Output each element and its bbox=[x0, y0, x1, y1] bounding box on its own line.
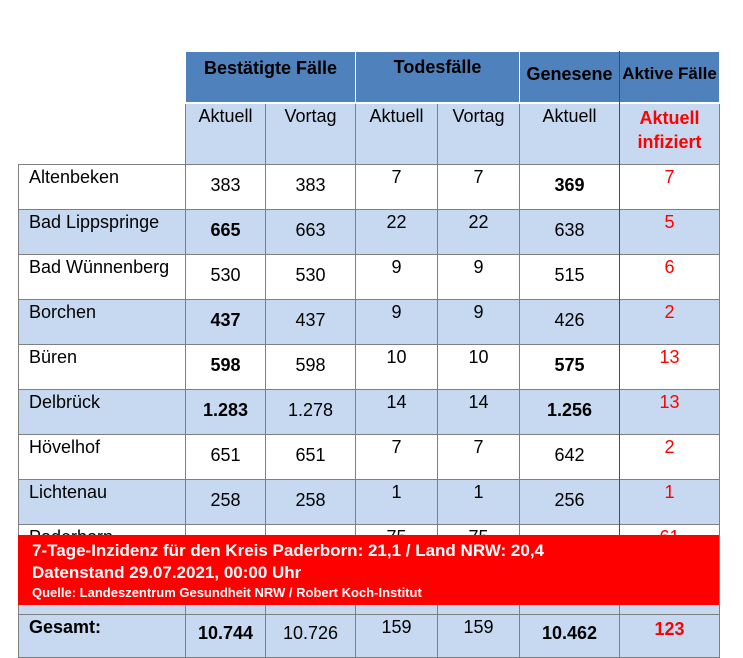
cell-deaths-current: 22 bbox=[355, 209, 439, 255]
cell-confirmed-current: 530 bbox=[185, 254, 266, 300]
cell-confirmed-previous: 663 bbox=[264, 209, 357, 255]
table-row: Hövelhof 651 651 7 7 642 2 bbox=[18, 434, 721, 480]
cell-confirmed-current: 383 bbox=[185, 164, 266, 210]
cell-recovered: 515 bbox=[519, 254, 621, 300]
table-row: Büren 598 598 10 10 575 13 bbox=[18, 344, 721, 390]
header-row-sub: Aktuell Vortag Aktuell Vortag Aktuell Ak… bbox=[18, 103, 721, 165]
cell-deaths-current: 7 bbox=[355, 434, 439, 480]
cell-recovered: 369 bbox=[519, 164, 621, 210]
cell-confirmed-previous: 437 bbox=[264, 299, 357, 345]
source-text: Quelle: Landeszentrum Gesundheit NRW / R… bbox=[32, 585, 422, 600]
header-deaths: Todesfälle bbox=[355, 51, 521, 104]
table-row: Altenbeken 383 383 7 7 369 7 bbox=[18, 164, 721, 210]
cell-deaths-previous: 14 bbox=[437, 389, 521, 435]
row-name: Bad Wünnenberg bbox=[18, 254, 186, 300]
header-active-cases: Aktive Fälle bbox=[619, 51, 721, 104]
header-blank bbox=[18, 51, 186, 103]
cell-confirmed-current: 437 bbox=[185, 299, 266, 345]
cell-deaths-previous: 22 bbox=[437, 209, 521, 255]
cell-deaths-previous: 7 bbox=[437, 164, 521, 210]
cell-deaths-current: 7 bbox=[355, 164, 439, 210]
total-recovered: 10.462 bbox=[519, 614, 621, 658]
total-confirmed-current: 10.744 bbox=[185, 614, 266, 658]
row-name: Altenbeken bbox=[18, 164, 186, 210]
row-name: Büren bbox=[18, 344, 186, 390]
cell-confirmed-current: 1.283 bbox=[185, 389, 266, 435]
table-row: Bad Wünnenberg 530 530 9 9 515 6 bbox=[18, 254, 721, 300]
subheader-recovered-current: Aktuell bbox=[519, 103, 621, 165]
cell-confirmed-previous: 1.278 bbox=[264, 389, 357, 435]
cell-confirmed-previous: 651 bbox=[264, 434, 357, 480]
cell-confirmed-previous: 383 bbox=[264, 164, 357, 210]
cell-active: 7 bbox=[619, 164, 721, 210]
cell-active: 13 bbox=[619, 344, 721, 390]
cell-confirmed-current: 598 bbox=[185, 344, 266, 390]
incidence-text: 7-Tage-Inzidenz für den Kreis Paderborn:… bbox=[32, 541, 544, 560]
cell-confirmed-previous: 598 bbox=[264, 344, 357, 390]
cell-deaths-current: 9 bbox=[355, 299, 439, 345]
cell-recovered: 575 bbox=[519, 344, 621, 390]
cell-deaths-current: 14 bbox=[355, 389, 439, 435]
cell-confirmed-previous: 530 bbox=[264, 254, 357, 300]
total-deaths-current: 159 bbox=[355, 614, 439, 658]
table-row: Lichtenau 258 258 1 1 256 1 bbox=[18, 479, 721, 525]
cell-deaths-current: 9 bbox=[355, 254, 439, 300]
active-column-divider bbox=[619, 51, 620, 535]
cell-active: 13 bbox=[619, 389, 721, 435]
table-row: Delbrück 1.283 1.278 14 14 1.256 13 bbox=[18, 389, 721, 435]
row-name: Bad Lippspringe bbox=[18, 209, 186, 255]
cell-recovered: 642 bbox=[519, 434, 621, 480]
cell-deaths-current: 10 bbox=[355, 344, 439, 390]
data-date-text: Datenstand 29.07.2021, 00:00 Uhr bbox=[32, 563, 302, 582]
cell-active: 1 bbox=[619, 479, 721, 525]
subheader-confirmed-previous: Vortag bbox=[264, 103, 357, 165]
subheader-active-infected: Aktuell infiziert bbox=[619, 103, 721, 165]
cell-active: 2 bbox=[619, 299, 721, 345]
header-confirmed-cases: Bestätigte Fälle bbox=[184, 51, 357, 104]
subheader-confirmed-current: Aktuell bbox=[185, 103, 266, 165]
cell-recovered: 638 bbox=[519, 209, 621, 255]
total-deaths-previous: 159 bbox=[437, 614, 521, 658]
cell-deaths-previous: 7 bbox=[437, 434, 521, 480]
cell-recovered: 426 bbox=[519, 299, 621, 345]
cell-deaths-previous: 9 bbox=[437, 254, 521, 300]
cell-deaths-previous: 1 bbox=[437, 479, 521, 525]
row-name: Lichtenau bbox=[18, 479, 186, 525]
total-confirmed-previous: 10.726 bbox=[264, 614, 357, 658]
cell-confirmed-current: 651 bbox=[185, 434, 266, 480]
cell-recovered: 1.256 bbox=[519, 389, 621, 435]
subheader-deaths-previous: Vortag bbox=[437, 103, 521, 165]
cell-confirmed-current: 665 bbox=[185, 209, 266, 255]
row-name: Borchen bbox=[18, 299, 186, 345]
cell-recovered: 256 bbox=[519, 479, 621, 525]
total-label: Gesamt: bbox=[18, 614, 186, 658]
header-recovered: Genesene bbox=[519, 51, 621, 104]
cell-active: 5 bbox=[619, 209, 721, 255]
cell-deaths-current: 1 bbox=[355, 479, 439, 525]
cell-confirmed-current: 258 bbox=[185, 479, 266, 525]
row-name: Delbrück bbox=[18, 389, 186, 435]
header-blank-sub bbox=[18, 103, 186, 165]
total-row: Gesamt: 10.744 10.726 159 159 10.462 123 bbox=[18, 614, 721, 658]
cell-deaths-previous: 9 bbox=[437, 299, 521, 345]
subheader-deaths-current: Aktuell bbox=[355, 103, 439, 165]
total-active: 123 bbox=[619, 614, 721, 658]
table-row: Bad Lippspringe 665 663 22 22 638 5 bbox=[18, 209, 721, 255]
header-row-groups: Bestätigte Fälle Todesfälle Genesene Akt… bbox=[18, 51, 721, 104]
cell-confirmed-previous: 258 bbox=[264, 479, 357, 525]
footer-banner: 7-Tage-Inzidenz für den Kreis Paderborn:… bbox=[18, 535, 719, 605]
row-name: Hövelhof bbox=[18, 434, 186, 480]
table-row: Borchen 437 437 9 9 426 2 bbox=[18, 299, 721, 345]
cell-deaths-previous: 10 bbox=[437, 344, 521, 390]
cell-active: 2 bbox=[619, 434, 721, 480]
cell-active: 6 bbox=[619, 254, 721, 300]
